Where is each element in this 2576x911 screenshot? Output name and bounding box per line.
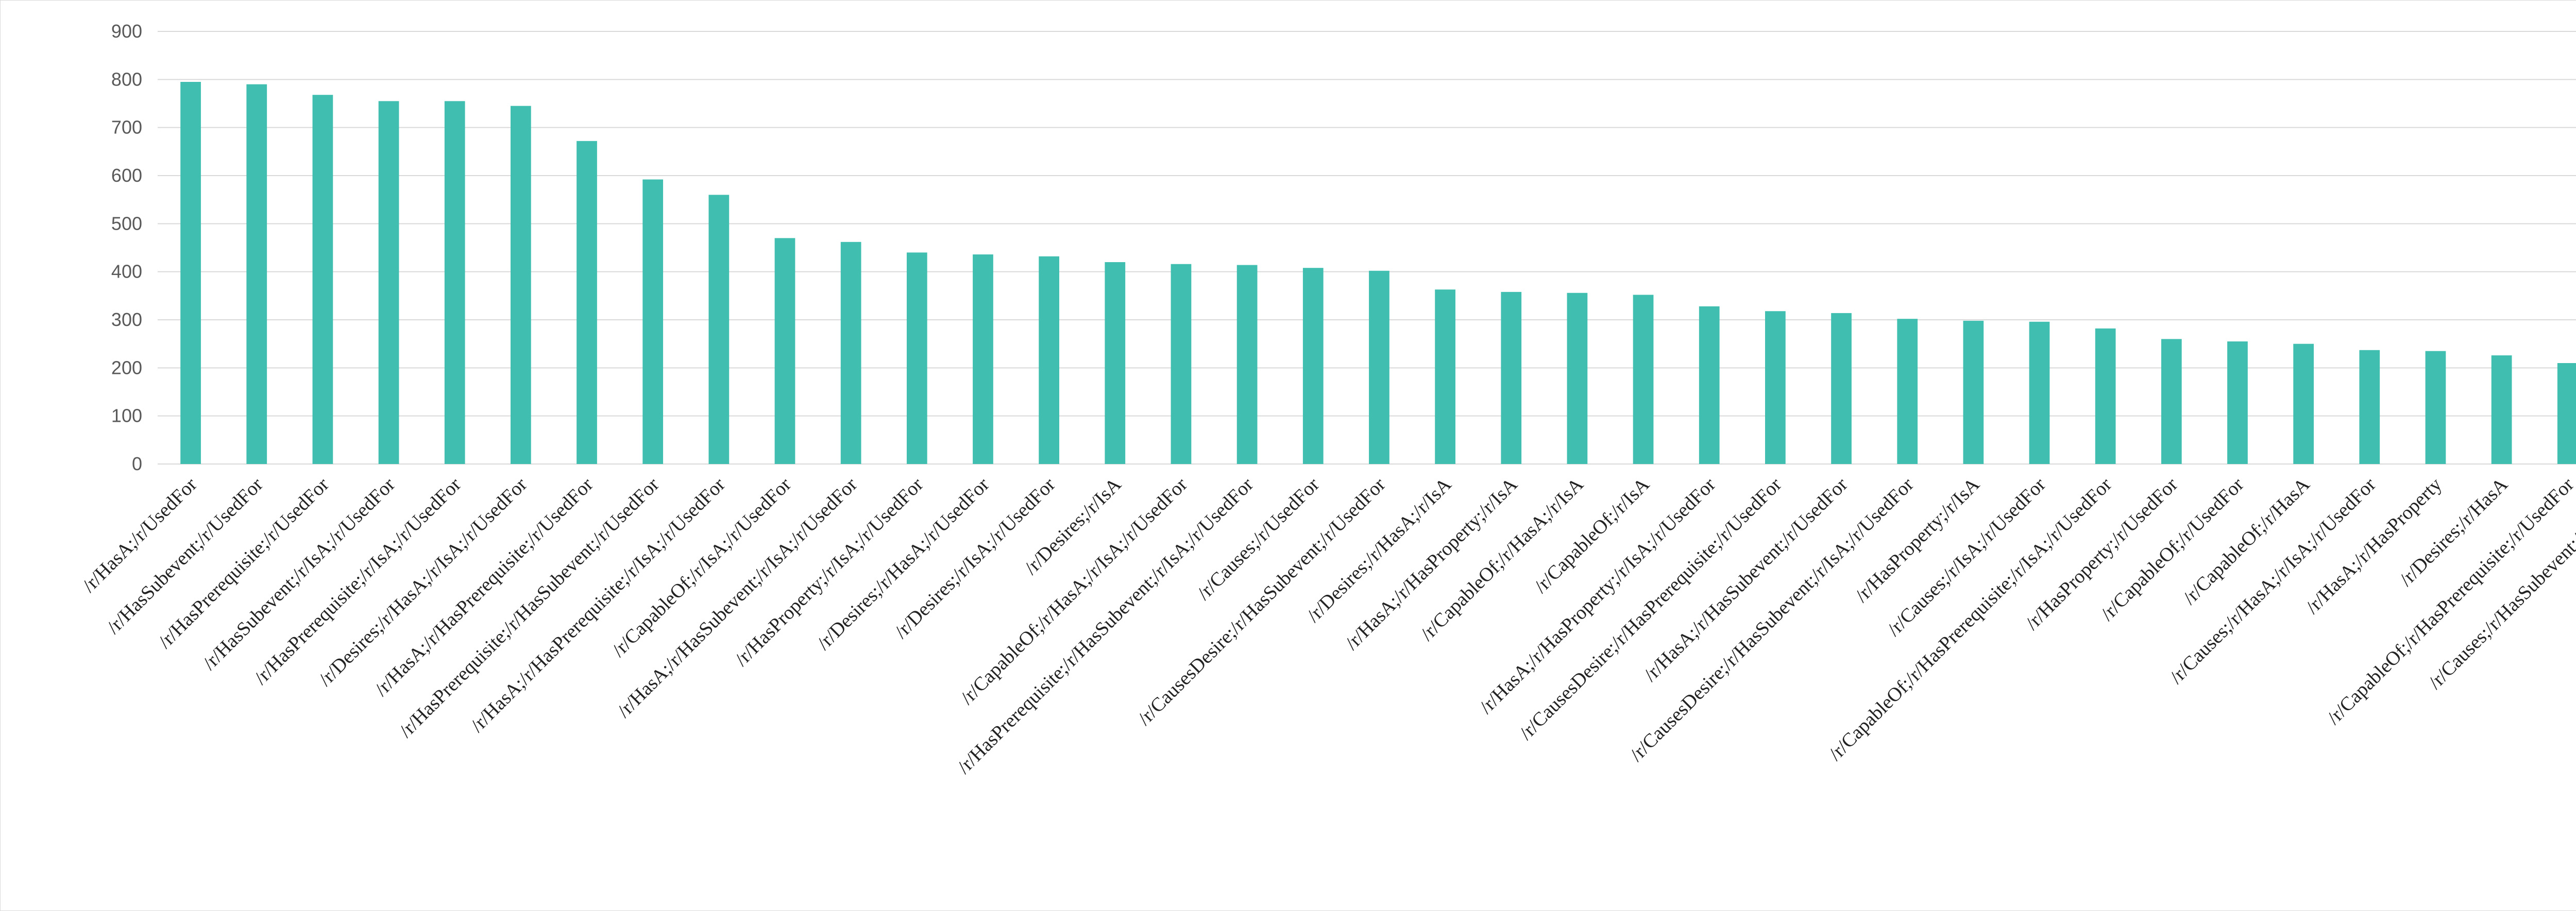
bar [444, 101, 465, 465]
bar [2227, 341, 2248, 464]
y-tick-label: 900 [111, 21, 142, 42]
x-tick-label: /r/CapableOf;/r/HasA [2179, 473, 2314, 609]
bar [2359, 350, 2380, 464]
bar [1699, 306, 1720, 464]
bars [180, 82, 2576, 465]
bar [2425, 351, 2446, 464]
bar [1501, 291, 1522, 464]
gridlines [158, 31, 2576, 465]
bar [2491, 355, 2512, 464]
x-axis-tick-labels: /r/HasA;/r/UsedFor/r/HasSubevent;/r/Used… [78, 473, 2576, 778]
bar [1831, 313, 1852, 464]
bar [1171, 264, 1192, 464]
bar [1765, 311, 1786, 464]
bar [246, 84, 267, 464]
x-tick-label: /r/CapableOf;/r/IsA [1530, 473, 1654, 597]
bar [1435, 289, 1455, 464]
bar [378, 101, 399, 465]
x-tick-label: /r/CapableOf;/r/HasPrerequisite;/r/UsedF… [2323, 473, 2576, 729]
bar [2161, 339, 2182, 464]
x-tick-label: /r/CapableOf;/r/HasA;/r/IsA;/r/UsedFor [956, 473, 1192, 709]
y-tick-label: 0 [132, 453, 142, 474]
bar [1567, 293, 1588, 464]
bar [973, 254, 993, 464]
y-tick-label: 600 [111, 165, 142, 186]
x-tick-label: /r/HasA;/r/HasProperty;/r/IsA;/r/UsedFor [1476, 473, 1720, 718]
y-tick-label: 100 [111, 405, 142, 426]
bar [312, 95, 333, 464]
bar [2293, 343, 2314, 464]
bar [642, 179, 664, 464]
y-tick-label: 500 [111, 213, 142, 234]
bar [840, 242, 861, 464]
y-tick-label: 300 [111, 309, 142, 330]
bar [180, 82, 201, 464]
x-tick-label: /r/HasA;/r/HasSubevent;/r/IsA;/r/UsedFor [613, 473, 861, 721]
x-tick-label: /r/HasA;/r/UsedFor [78, 473, 201, 596]
x-tick-label: /r/Causes;/r/UsedFor [1193, 473, 1324, 604]
bar [577, 141, 597, 464]
bar [2557, 363, 2576, 464]
y-axis-tick-labels: 0 100 200 300 400 500 600 700 800 900 [111, 21, 142, 474]
bar [2095, 328, 2116, 464]
bar [1897, 319, 1918, 464]
bar [708, 195, 730, 464]
bar [1963, 320, 1984, 464]
bar [511, 106, 531, 464]
y-tick-label: 400 [111, 261, 142, 282]
y-tick-label: 700 [111, 117, 142, 138]
bar [1302, 268, 1324, 464]
bar [1369, 270, 1389, 464]
y-tick-label: 200 [111, 357, 142, 378]
x-tick-label: /r/CausesDesire;/r/HasSubevent;/r/UsedFo… [1133, 473, 1389, 729]
bar [1236, 265, 1258, 464]
bar [774, 238, 795, 464]
x-tick-label: /r/HasProperty;/r/IsA [1851, 473, 1984, 606]
bar [906, 252, 927, 464]
bar [2029, 321, 2050, 464]
bar [1633, 295, 1654, 464]
bar [1039, 256, 1059, 464]
y-tick-label: 800 [111, 68, 142, 90]
bar [1105, 262, 1126, 464]
